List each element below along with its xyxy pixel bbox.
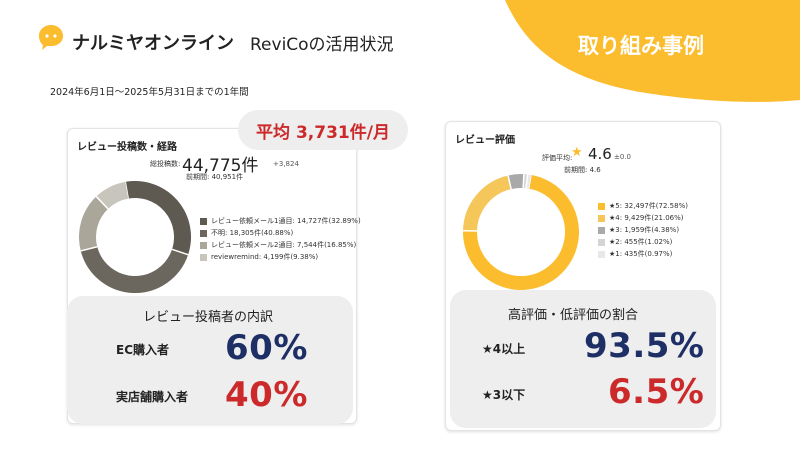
donut-separator (80, 245, 98, 252)
previous-rating: 前期間: 4.6 (564, 166, 601, 174)
donut-separator (507, 175, 512, 190)
legend-item: ★1: 435件(0.97%) (598, 248, 688, 260)
donut-separator (95, 196, 109, 210)
legend-swatch (200, 241, 207, 249)
avg-value: 4.6 (588, 145, 612, 163)
card-title: レビュー投稿数・経路 (77, 142, 177, 153)
page-title: ReviCoの活用状況 (250, 35, 394, 55)
legend-item: ★5: 32,497件(72.58%) (598, 200, 688, 212)
low-rating-label: ★3以下 (482, 388, 526, 402)
donut-slice (96, 181, 129, 210)
legend-swatch (598, 226, 605, 234)
average-badge: 平均 3,731件/月 (238, 110, 408, 150)
legend-label: ★3: 1,959件(4.38%) (609, 226, 680, 234)
brand-logo (38, 24, 64, 50)
legend-item: ★4: 9,429件(21.06%) (598, 212, 688, 224)
legend-item: reviewremind: 4,199件(9.38%) (200, 251, 361, 263)
ec-buyer-percent: 60% (225, 328, 308, 368)
legend-swatch (200, 217, 207, 225)
legend-swatch (598, 238, 605, 246)
donut-separator (522, 174, 525, 189)
legend-label: 不明: 18,305件(40.88%) (211, 229, 294, 237)
star-icon: ★ (571, 145, 583, 160)
legend-label: レビュー依頼メール2通目: 7,544件(16.85%) (211, 241, 357, 249)
donut-slice (79, 196, 109, 251)
period-label: 2024年6月1日～2025年5月31日までの1年間 (50, 87, 249, 98)
brand-name: ナルミヤオンライン (72, 33, 234, 54)
legend-swatch (200, 253, 207, 261)
legend-label: レビュー依頼メール1通目: 14,727件(32.89%) (211, 217, 361, 225)
legend-item: 不明: 18,305件(40.88%) (200, 227, 361, 239)
legend-label: ★1: 435件(0.97%) (609, 250, 673, 258)
donut-separator (525, 174, 529, 189)
section-tag: 取り組み事例 (578, 34, 704, 58)
legend-label: ★2: 455件(1.02%) (609, 238, 673, 246)
breakdown-title: レビュー投稿者の内訳 (143, 310, 274, 325)
low-rating-percent: 6.5% (608, 372, 705, 412)
total-value: 44,775件 (182, 156, 259, 176)
card-title: レビュー評価 (455, 135, 515, 146)
corner-decoration (505, 0, 800, 102)
donut-slice (508, 174, 524, 190)
legend-swatch (598, 202, 605, 210)
high-rating-percent: 93.5% (584, 326, 705, 366)
total-delta: +3,824 (273, 160, 299, 168)
route-legend: レビュー依頼メール1通目: 14,727件(32.89%) 不明: 18,305件… (200, 215, 361, 263)
donut-slice (463, 175, 512, 232)
legend-swatch (200, 229, 207, 237)
total-label: 総投稿数: (150, 160, 181, 168)
legend-item: レビュー依頼メール1通目: 14,727件(32.89%) (200, 215, 361, 227)
previous-total: 前期間: 40,951件 (186, 173, 244, 181)
store-buyer-label: 実店舗購入者 (116, 390, 189, 404)
donut-separator (171, 248, 189, 256)
legend-swatch (598, 214, 605, 222)
legend-label: ★5: 32,497件(72.58%) (609, 202, 688, 210)
legend-label: ★4: 9,429件(21.06%) (609, 214, 684, 222)
avg-label: 評価平均: (542, 154, 573, 162)
avg-delta: ±0.0 (614, 153, 631, 161)
donut-slice (80, 246, 189, 293)
rating-donut-chart (463, 174, 579, 290)
legend-item: レビュー依頼メール2通目: 7,544件(16.85%) (200, 239, 361, 251)
ratio-box: 高評価・低評価の割合 ★4以上 93.5% ★3以下 6.5% (450, 290, 716, 428)
rating-legend: ★5: 32,497件(72.58%) ★4: 9,429件(21.06%) ★3:… (598, 200, 688, 260)
donut-slice (125, 181, 191, 255)
chat-bubble-icon (39, 25, 63, 50)
store-buyer-percent: 40% (225, 375, 308, 415)
ec-buyer-label: EC購入者 (116, 343, 170, 357)
route-donut-chart (79, 181, 191, 293)
high-rating-label: ★4以上 (482, 342, 526, 356)
ratio-title: 高評価・低評価の割合 (508, 308, 639, 323)
legend-swatch (598, 250, 605, 258)
donut-separator (527, 174, 532, 189)
breakdown-box: レビュー投稿者の内訳 EC購入者 60% 実店舗購入者 40% (67, 296, 353, 424)
donut-slice (463, 174, 579, 290)
legend-label: reviewremind: 4,199件(9.38%) (211, 253, 319, 261)
legend-item: ★3: 1,959件(4.38%) (598, 224, 688, 236)
legend-item: ★2: 455件(1.02%) (598, 236, 688, 248)
